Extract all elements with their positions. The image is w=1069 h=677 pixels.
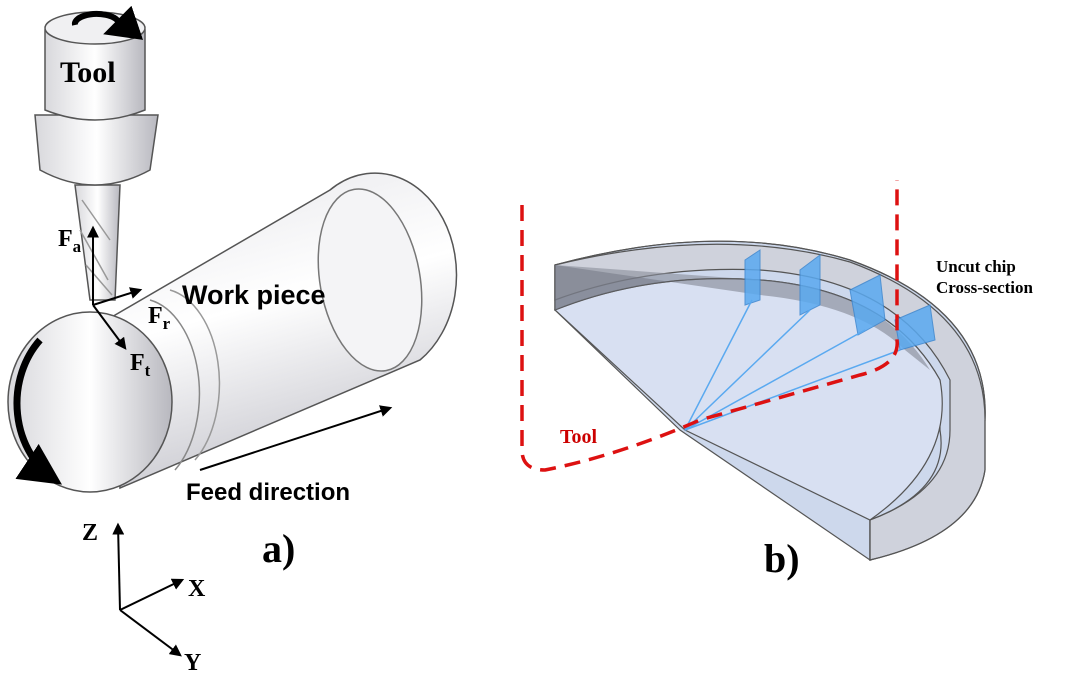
force-symbol: F xyxy=(148,303,163,329)
workpiece xyxy=(8,173,457,492)
chip-label: Uncut chip xyxy=(936,257,1016,276)
chip-label: Cross-section xyxy=(936,278,1033,297)
force-label: Fa xyxy=(58,226,82,256)
force-symbol: F xyxy=(58,226,73,252)
workpiece-label: Work piece xyxy=(182,280,326,310)
figure: Tool Fa Fr Ft Work piece Feed direction … xyxy=(0,0,1069,677)
tool-label: Tool xyxy=(560,426,598,448)
caption: a) xyxy=(262,526,295,571)
axis-x: X xyxy=(188,576,206,602)
force-symbol: F xyxy=(130,350,145,376)
axis-z: Z xyxy=(82,520,98,546)
feed-label: Feed direction xyxy=(186,479,350,506)
force-subscript: r xyxy=(163,314,171,333)
axis-y: Y xyxy=(184,650,201,676)
force-subscript: a xyxy=(73,237,82,256)
caption: b) xyxy=(764,536,800,581)
tool-label: Tool xyxy=(60,56,116,89)
force-subscript: t xyxy=(145,361,151,380)
